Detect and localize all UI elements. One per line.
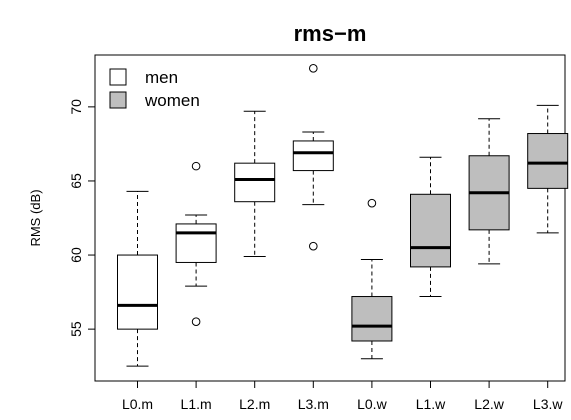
box-L2.w [468, 118, 510, 265]
x-tick-label: L0.m [122, 396, 153, 412]
box-iqr [527, 133, 569, 189]
outlier-point [309, 64, 318, 73]
box-L0.m [117, 190, 158, 367]
box-L3.m [292, 64, 334, 251]
x-tick-label: L1.m [181, 396, 212, 412]
x-axis: L0.m L1.m L2.m L3.m L0.w L1.w L2.w L3.w [122, 380, 563, 412]
chart-title: rms−m [294, 21, 367, 46]
x-tick-label: L3.m [298, 396, 329, 412]
y-tick-label: 55 [68, 321, 84, 337]
x-tick-label: L2.w [474, 396, 504, 412]
x-tick-label: L2.m [239, 396, 270, 412]
box-iqr [292, 140, 334, 172]
x-tick-label: L1.w [416, 396, 446, 412]
outlier-point [191, 317, 201, 327]
legend-swatch-women [109, 91, 127, 109]
y-tick-label: 65 [68, 173, 84, 189]
box-iqr [351, 296, 393, 342]
y-tick-label: 70 [68, 99, 84, 115]
outlier-point [367, 198, 377, 208]
y-axis-label: RMS (dB) [28, 189, 43, 246]
x-tick-label: L3.w [533, 396, 563, 412]
box-series-group [117, 64, 569, 367]
legend: men women [109, 68, 200, 110]
x-tick-label: L0.w [357, 396, 387, 412]
box-L1.m [175, 161, 217, 327]
box-L3.w [527, 104, 569, 234]
legend-swatch-men [109, 68, 127, 86]
box-iqr [234, 162, 276, 203]
box-L0.w [351, 198, 393, 360]
y-axis: 55 60 65 70 [68, 99, 96, 337]
box-L2.m [234, 110, 276, 258]
box-iqr [175, 223, 217, 263]
box-iqr [410, 193, 451, 268]
outlier-point [309, 241, 318, 251]
outlier-point [191, 161, 201, 171]
y-tick-label: 60 [68, 247, 84, 263]
box-L1.w [410, 156, 451, 298]
box-iqr [117, 254, 158, 330]
legend-label-women: women [144, 91, 200, 110]
legend-label-men: men [145, 68, 178, 87]
